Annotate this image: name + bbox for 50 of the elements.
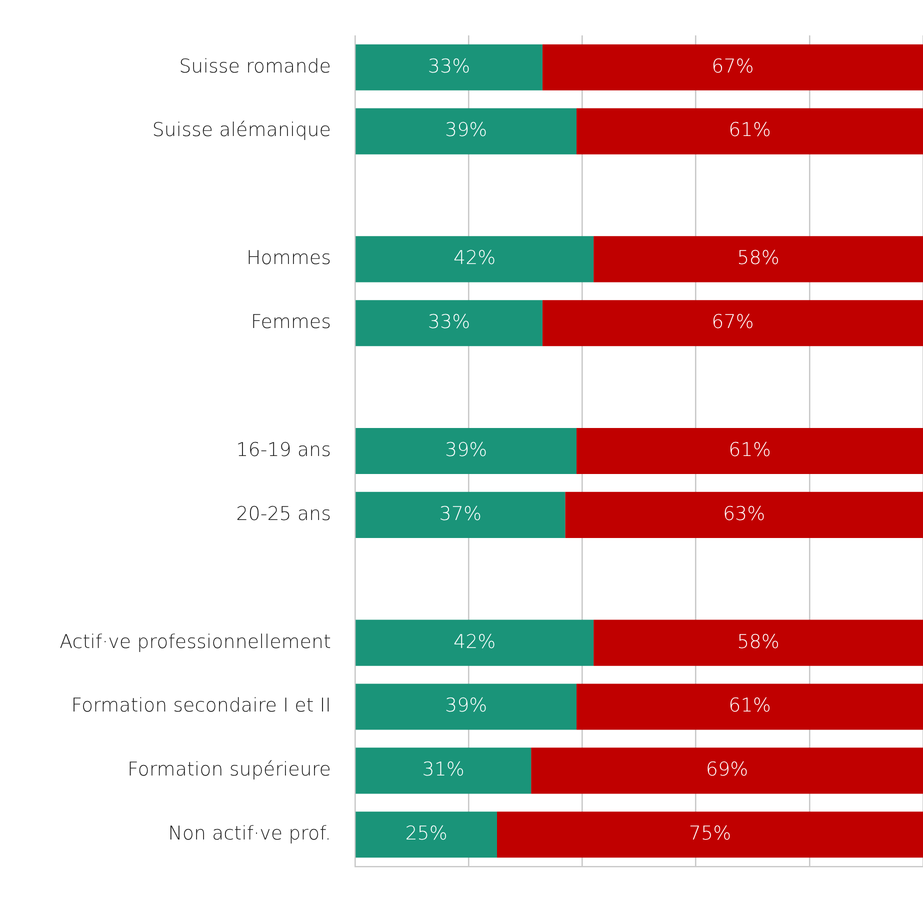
bar <box>531 748 923 794</box>
data-label: 39% <box>444 119 488 142</box>
data-label: 37% <box>439 502 482 525</box>
bar <box>356 812 497 858</box>
bar <box>594 236 923 282</box>
data-label: 33% <box>428 55 470 78</box>
bar <box>594 620 923 666</box>
bar <box>542 44 923 90</box>
bar <box>356 684 577 730</box>
y-tick-label: Formation secondaire I et II <box>71 694 331 717</box>
data-label: 67% <box>712 311 754 334</box>
data-label: 31% <box>422 758 464 781</box>
data-label: 33% <box>428 311 470 334</box>
data-label: 67% <box>712 55 754 78</box>
bar <box>576 684 923 730</box>
data-label: 63% <box>722 502 766 525</box>
bar <box>356 44 542 90</box>
data-label: 25% <box>405 822 448 845</box>
bar <box>356 620 594 666</box>
data-label: 58% <box>737 247 780 270</box>
bar <box>356 236 594 282</box>
bar <box>356 748 532 794</box>
data-label: 42% <box>453 630 496 653</box>
y-tick-label: Suisse romande <box>179 55 331 78</box>
y-tick-label: Suisse alémanique <box>152 119 331 142</box>
bar <box>576 108 923 154</box>
y-tick-label: Femmes <box>250 311 331 334</box>
y-tick-label: 16-19 ans <box>236 438 331 461</box>
bar <box>356 108 577 154</box>
data-label: 69% <box>706 758 748 781</box>
y-tick-label: Formation supérieure <box>127 758 331 781</box>
data-label: 61% <box>728 119 771 142</box>
y-tick-label: 20-25 ans <box>236 502 331 525</box>
bar <box>542 300 923 346</box>
data-label: 75% <box>688 822 732 845</box>
bar <box>356 492 566 538</box>
bar <box>576 428 923 474</box>
bar <box>565 492 923 538</box>
y-tick-label: Non actif·ve prof. <box>168 822 331 845</box>
data-label: 61% <box>728 438 771 461</box>
data-label: 61% <box>728 694 771 717</box>
bar <box>356 428 577 474</box>
y-tick-label: Actif·ve professionnellement <box>60 630 331 653</box>
y-tick-label: Hommes <box>246 247 331 270</box>
data-label: 39% <box>444 438 488 461</box>
bar <box>497 812 923 858</box>
data-label: 42% <box>453 247 496 270</box>
bar <box>356 300 542 346</box>
data-label: 58% <box>737 630 780 653</box>
data-label: 39% <box>444 694 488 717</box>
